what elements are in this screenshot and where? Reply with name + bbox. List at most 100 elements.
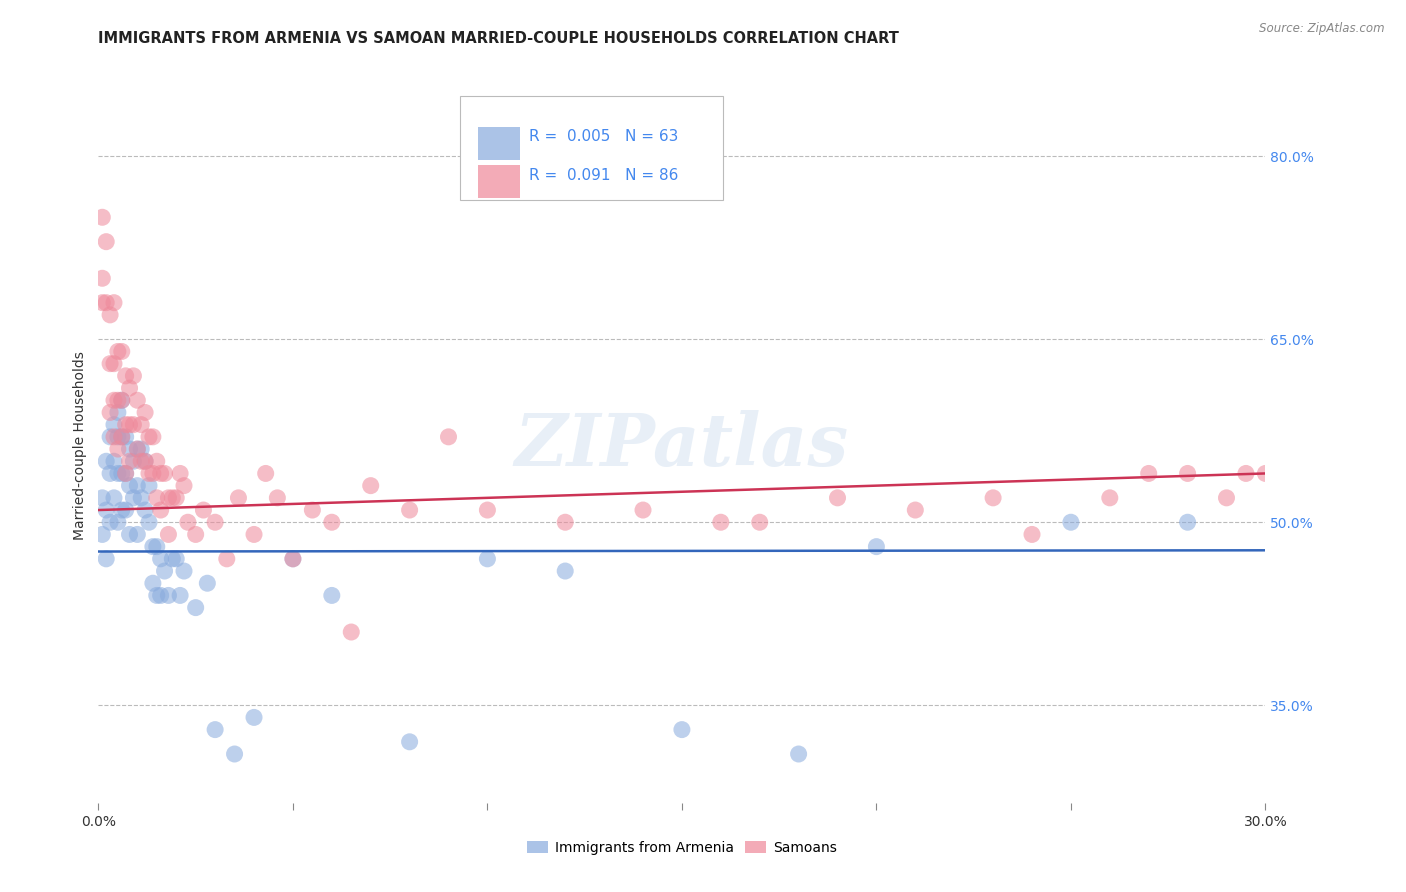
Point (103, 454, 125, 468)
Point (111, 393, 134, 408)
Point (554, 564, 576, 578)
Point (122, 491, 145, 505)
Point (243, 527, 266, 541)
Point (360, 478, 382, 492)
Point (1177, 467, 1199, 481)
Point (96, 503, 118, 517)
Point (1234, 467, 1257, 481)
Point (146, 454, 169, 468)
Point (111, 430, 134, 444)
Point (157, 589, 180, 603)
Point (107, 393, 129, 408)
Point (787, 747, 810, 761)
Point (118, 381, 141, 395)
Point (340, 625, 363, 640)
Point (149, 503, 172, 517)
Point (91, 491, 114, 505)
Point (107, 467, 129, 481)
Point (1313, 467, 1336, 481)
Point (111, 344, 134, 359)
Point (103, 430, 125, 444)
Point (118, 442, 141, 456)
Point (142, 576, 165, 591)
Point (98, 467, 121, 481)
Point (827, 491, 849, 505)
Point (1274, 454, 1296, 468)
Point (266, 491, 288, 505)
Legend: Immigrants from Armenia, Samoans: Immigrants from Armenia, Samoans (522, 835, 842, 860)
Point (111, 467, 134, 481)
Point (153, 564, 176, 578)
Point (477, 503, 499, 517)
Point (169, 467, 191, 481)
Point (1324, 454, 1347, 468)
Point (631, 503, 654, 517)
Point (149, 467, 172, 481)
Point (301, 503, 323, 517)
Point (321, 589, 343, 603)
Point (111, 393, 134, 408)
Point (165, 491, 187, 505)
Text: ZIPatlas: ZIPatlas (515, 410, 849, 482)
Point (162, 491, 184, 505)
Point (554, 515, 576, 529)
Point (173, 564, 195, 578)
Point (103, 417, 125, 432)
Point (96, 454, 118, 468)
Point (1362, 467, 1385, 481)
Point (138, 515, 160, 529)
Point (224, 747, 246, 761)
FancyBboxPatch shape (478, 127, 520, 160)
Point (865, 540, 887, 554)
Point (1137, 467, 1160, 481)
Point (157, 527, 180, 541)
Point (710, 515, 733, 529)
Point (98, 515, 121, 529)
Point (153, 467, 176, 481)
Point (748, 515, 770, 529)
Point (204, 723, 226, 737)
Point (254, 467, 277, 481)
Point (138, 467, 160, 481)
Point (118, 454, 141, 468)
Point (228, 491, 250, 505)
Point (195, 576, 218, 591)
Point (129, 417, 152, 432)
Point (107, 405, 129, 419)
Point (96, 551, 118, 566)
Point (193, 503, 215, 517)
Point (149, 551, 172, 566)
Point (98, 357, 121, 371)
Point (98, 308, 121, 322)
Point (1294, 478, 1316, 492)
Point (127, 393, 149, 408)
Text: IMMIGRANTS FROM ARMENIA VS SAMOAN MARRIED-COUPLE HOUSEHOLDS CORRELATION CHART: IMMIGRANTS FROM ARMENIA VS SAMOAN MARRIE… (98, 31, 900, 46)
Point (134, 405, 156, 419)
Point (1331, 478, 1354, 492)
Point (1351, 478, 1374, 492)
Point (91, 295, 114, 310)
Point (122, 368, 145, 383)
Point (142, 430, 165, 444)
Point (138, 430, 160, 444)
Point (107, 344, 129, 359)
Point (134, 454, 156, 468)
Point (114, 467, 136, 481)
Point (127, 478, 149, 492)
Point (281, 551, 304, 566)
Point (98, 430, 121, 444)
Point (169, 589, 191, 603)
Point (107, 442, 129, 456)
Point (91, 211, 114, 225)
Point (134, 503, 156, 517)
Point (134, 454, 156, 468)
Point (118, 527, 141, 541)
Point (671, 723, 693, 737)
Point (91, 271, 114, 285)
Point (118, 417, 141, 432)
Point (96, 295, 118, 310)
Point (103, 295, 125, 310)
Point (437, 430, 460, 444)
Point (204, 515, 226, 529)
Point (98, 405, 121, 419)
